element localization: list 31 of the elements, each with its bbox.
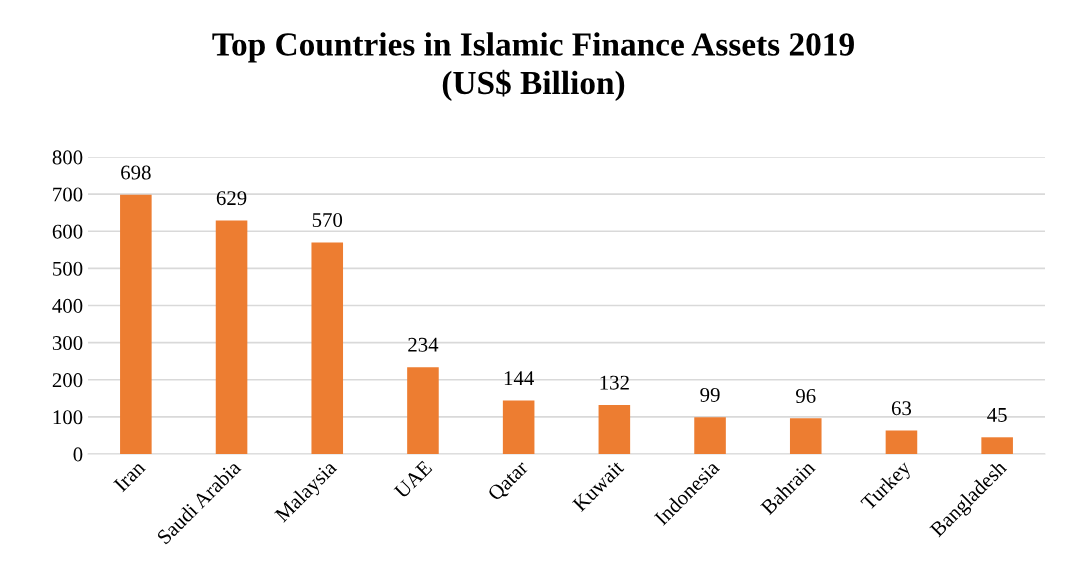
y-tick-label: 0 <box>73 447 83 462</box>
bar <box>789 418 822 454</box>
x-tick-label: Iran <box>113 459 146 493</box>
y-tick-label: 200 <box>52 373 83 388</box>
y-tick-label: 400 <box>52 298 83 313</box>
y-tick-label: 700 <box>53 187 83 202</box>
y-tick-label: 100 <box>53 410 83 425</box>
data-label: 698 <box>121 165 151 180</box>
data-label: 63 <box>891 401 912 416</box>
bar <box>215 220 248 454</box>
data-label: 132 <box>600 375 629 390</box>
bar <box>311 242 344 454</box>
bar <box>981 437 1013 454</box>
bar <box>598 404 631 454</box>
y-tick-label: 600 <box>52 224 83 239</box>
data-label: 45 <box>987 408 1007 422</box>
y-tick-label: 300 <box>52 336 83 351</box>
data-label: 96 <box>796 389 816 404</box>
bar <box>120 194 152 454</box>
y-tick-label: 500 <box>53 261 83 276</box>
data-label: 570 <box>312 212 343 228</box>
data-label: 144 <box>504 371 534 385</box>
bar <box>694 417 726 454</box>
chart-title: Top Countries in Islamic Finance Assets 2019 (US$ Billion) <box>212 32 854 101</box>
bar <box>502 400 535 454</box>
bar <box>407 367 439 454</box>
y-tick-label: 800 <box>52 150 83 165</box>
bar <box>885 430 918 454</box>
data-label: 99 <box>700 387 720 402</box>
data-label: 629 <box>216 191 247 206</box>
data-label: 234 <box>408 337 439 352</box>
